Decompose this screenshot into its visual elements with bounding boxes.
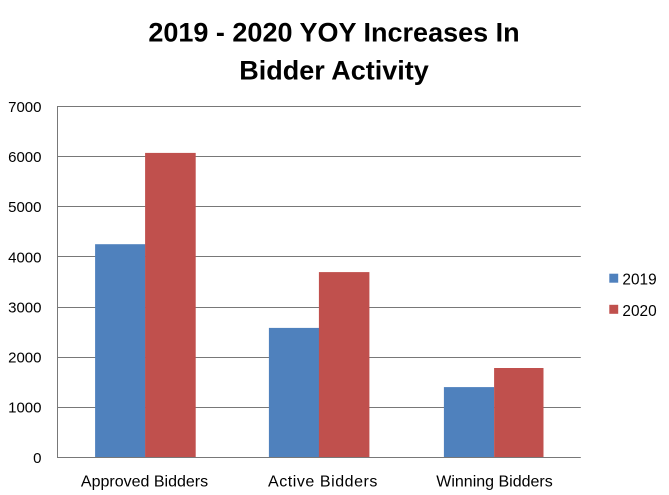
svg-text:2019 - 2020 YOY Increases In: 2019 - 2020 YOY Increases In: [148, 17, 519, 47]
svg-text:2000: 2000: [8, 350, 41, 367]
svg-text:2020: 2020: [622, 303, 656, 320]
svg-text:4000: 4000: [8, 249, 41, 266]
svg-text:2019: 2019: [622, 272, 656, 289]
svg-text:Active Bidders: Active Bidders: [268, 474, 378, 491]
svg-text:3000: 3000: [8, 299, 41, 316]
svg-text:Approved Bidders: Approved Bidders: [81, 474, 208, 491]
svg-text:7000: 7000: [8, 99, 41, 116]
svg-text:5000: 5000: [8, 199, 41, 216]
svg-text:0: 0: [33, 450, 41, 467]
svg-text:Bidder Activity: Bidder Activity: [239, 56, 429, 86]
svg-text:1000: 1000: [8, 400, 41, 417]
svg-text:6000: 6000: [8, 149, 41, 166]
svg-text:Winning Bidders: Winning Bidders: [436, 474, 553, 491]
